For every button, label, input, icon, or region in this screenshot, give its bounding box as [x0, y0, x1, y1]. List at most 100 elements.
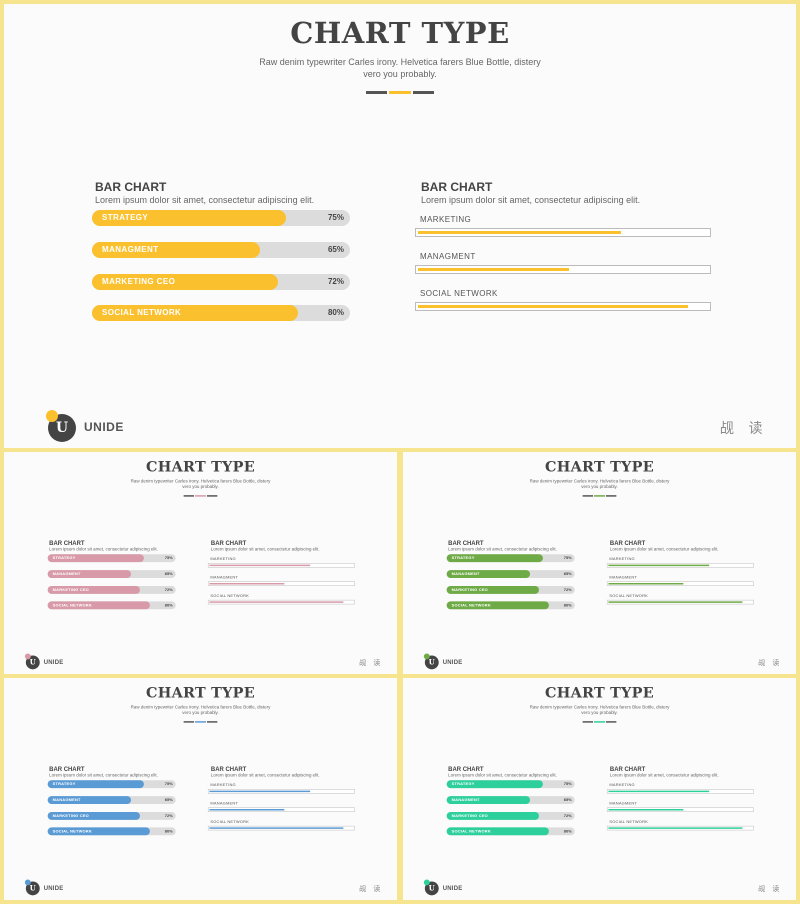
right-chart-title: BAR CHART — [210, 539, 247, 547]
bar-fill — [608, 790, 710, 793]
bar-fill — [446, 585, 539, 594]
left-chart-subtitle: Lorem ipsum dolor sit amet, consectetur … — [448, 772, 557, 778]
bar-track — [606, 825, 754, 831]
bar-value-label: 65% — [164, 797, 173, 803]
page-subtitle: Raw denim typewriter Carles irony. Helve… — [130, 478, 271, 490]
bar-value-label: 72% — [563, 813, 572, 818]
bar-category-label: MARKETING — [609, 556, 635, 562]
divider-accent — [594, 721, 605, 723]
bar-category-label: SOCIAL NETWORK — [210, 819, 250, 824]
bar-category-label: STRATEGY — [451, 781, 475, 787]
bar-value-label: 80% — [164, 602, 173, 608]
bar-fill — [209, 808, 285, 811]
left-chart-title: BAR CHART — [49, 765, 85, 773]
title-divider — [582, 495, 617, 497]
bar-fill — [209, 564, 311, 567]
bar-value-label: 75% — [563, 555, 572, 561]
right-chart-subtitle: Lorem ipsum dolor sit amet, consectetur … — [609, 772, 719, 778]
bar-fill — [209, 790, 311, 793]
bar-category-label: MANAGMENT — [210, 801, 239, 806]
bar-value-label: 65% — [563, 571, 572, 577]
bar-fill — [47, 827, 151, 836]
slide-thumbnail-blue[interactable]: CHART TYPE Raw denim typewriter Carles i… — [4, 678, 397, 900]
bar-fill — [47, 811, 140, 820]
bar-track — [207, 581, 355, 586]
bar-category-label: STRATEGY — [102, 213, 149, 222]
bar-value-label: 80% — [563, 602, 572, 608]
bar-fill — [47, 601, 151, 610]
bar-category-label: SOCIAL NETWORK — [52, 828, 92, 834]
page-title: CHART TYPE — [146, 457, 255, 475]
bar-category-label: SOCIAL NETWORK — [52, 602, 92, 608]
divider-accent — [389, 91, 411, 94]
left-chart-title: BAR CHART — [95, 180, 167, 194]
right-chart-title: BAR CHART — [609, 765, 646, 773]
bar-fill — [47, 554, 144, 563]
bar-fill — [209, 601, 344, 603]
logo-letter: U — [29, 658, 36, 667]
bar-category-label: STRATEGY — [52, 781, 76, 787]
bar-fill — [446, 601, 550, 610]
bar-category-label: MANAGMENT — [210, 575, 239, 580]
page-title: CHART TYPE — [545, 457, 654, 475]
bar-value-label: 80% — [327, 308, 344, 317]
slide-thumbnail-green[interactable]: CHART TYPE Raw denim typewriter Carles i… — [403, 452, 796, 674]
bar-category-label: SOCIAL NETWORK — [451, 602, 491, 608]
title-divider — [582, 721, 617, 723]
bar-track: STRATEGY 75% — [47, 554, 176, 563]
bar-fill — [92, 305, 299, 321]
bar-category-label: MANAGMENT — [420, 252, 476, 261]
left-chart-subtitle: Lorem ipsum dolor sit amet, consectetur … — [49, 546, 158, 552]
bar-fill — [209, 582, 285, 585]
divider-right — [206, 495, 218, 497]
bar-value-label: 65% — [327, 245, 344, 254]
title-divider — [366, 91, 434, 94]
bar-category-label: MANAGMENT — [609, 801, 638, 806]
bar-category-label: SOCIAL NETWORK — [210, 593, 250, 598]
divider-left — [366, 91, 388, 94]
bar-track — [207, 807, 355, 812]
divider-left — [183, 495, 195, 497]
bar-category-label: MARKETING CEO — [451, 587, 488, 592]
logo-letter: U — [29, 884, 36, 893]
bar-track: STRATEGY 75% — [446, 780, 575, 789]
bar-category-label: SOCIAL NETWORK — [451, 828, 491, 834]
bar-track — [606, 581, 754, 586]
bar-category-label: MARKETING CEO — [451, 813, 488, 818]
bar-track — [207, 599, 355, 605]
bar-fill — [92, 274, 278, 290]
bar-value-label: 65% — [164, 571, 173, 577]
bar-category-label: MANAGMENT — [52, 797, 81, 803]
bar-track: SOCIAL NETWORK 80% — [47, 601, 176, 610]
bar-category-label: MARKETING CEO — [102, 277, 176, 286]
divider-right — [412, 91, 434, 94]
right-chart-title: BAR CHART — [421, 180, 493, 194]
bar-category-label: MANAGMENT — [451, 571, 480, 577]
left-chart-subtitle: Lorem ipsum dolor sit amet, consectetur … — [95, 195, 315, 205]
bar-category-label: SOCIAL NETWORK — [420, 289, 498, 298]
bar-fill — [446, 796, 530, 805]
bar-track: STRATEGY 75% — [47, 780, 176, 789]
slide-thumbnail-teal[interactable]: CHART TYPE Raw denim typewriter Carles i… — [403, 678, 796, 900]
bar-track — [606, 807, 754, 812]
bar-category-label: SOCIAL NETWORK — [609, 593, 649, 598]
page-title: CHART TYPE — [146, 683, 255, 701]
bar-fill — [608, 827, 743, 829]
bar-fill — [47, 796, 131, 805]
bar-fill — [446, 554, 543, 563]
bar-fill — [418, 231, 621, 234]
bar-fill — [418, 305, 688, 308]
page-title: CHART TYPE — [545, 683, 654, 701]
bar-track: MANAGMENT 65% — [47, 796, 176, 805]
left-chart-subtitle: Lorem ipsum dolor sit amet, consectetur … — [49, 772, 158, 778]
logo-letter: U — [55, 420, 69, 436]
left-chart-title: BAR CHART — [448, 539, 484, 547]
brand-name: UNIDE — [442, 884, 463, 892]
page-subtitle: Raw denim typewriter Carles irony. Helve… — [529, 478, 670, 490]
logo-letter: U — [428, 884, 435, 893]
right-chart-subtitle: Lorem ipsum dolor sit amet, consectetur … — [210, 772, 320, 778]
bar-fill — [446, 811, 539, 820]
bar-category-label: MARKETING — [420, 215, 472, 224]
slide-thumbnail-pink[interactable]: CHART TYPE Raw denim typewriter Carles i… — [4, 452, 397, 674]
bar-fill — [418, 268, 569, 271]
